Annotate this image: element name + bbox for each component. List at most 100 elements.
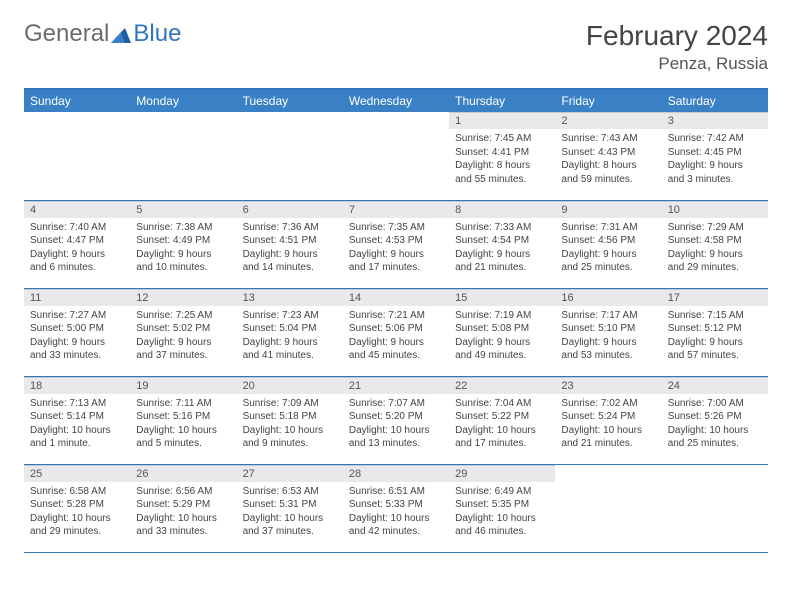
day-content: Sunrise: 7:38 AMSunset: 4:49 PMDaylight:… (130, 218, 236, 279)
daylight-text: Daylight: 9 hours and 10 minutes. (136, 248, 230, 275)
day-content: Sunrise: 6:56 AMSunset: 5:29 PMDaylight:… (130, 482, 236, 543)
sunrise-text: Sunrise: 7:33 AM (455, 221, 549, 235)
day-content: Sunrise: 7:40 AMSunset: 4:47 PMDaylight:… (24, 218, 130, 279)
sunset-text: Sunset: 5:33 PM (349, 498, 443, 512)
calendar-cell: 13Sunrise: 7:23 AMSunset: 5:04 PMDayligh… (237, 288, 343, 376)
day-content: Sunrise: 7:45 AMSunset: 4:41 PMDaylight:… (449, 129, 555, 190)
calendar-cell: 22Sunrise: 7:04 AMSunset: 5:22 PMDayligh… (449, 376, 555, 464)
sunset-text: Sunset: 5:26 PM (668, 410, 762, 424)
sunset-text: Sunset: 5:31 PM (243, 498, 337, 512)
calendar-cell: 27Sunrise: 6:53 AMSunset: 5:31 PMDayligh… (237, 464, 343, 552)
day-number: 2 (555, 112, 661, 129)
daylight-text: Daylight: 9 hours and 45 minutes. (349, 336, 443, 363)
calendar-cell: 16Sunrise: 7:17 AMSunset: 5:10 PMDayligh… (555, 288, 661, 376)
title-block: February 2024 Penza, Russia (586, 20, 768, 74)
day-content: Sunrise: 7:17 AMSunset: 5:10 PMDaylight:… (555, 306, 661, 367)
daylight-text: Daylight: 9 hours and 3 minutes. (668, 159, 762, 186)
calendar-cell: 26Sunrise: 6:56 AMSunset: 5:29 PMDayligh… (130, 464, 236, 552)
day-number: 19 (130, 377, 236, 394)
daylight-text: Daylight: 10 hours and 5 minutes. (136, 424, 230, 451)
sunrise-text: Sunrise: 7:17 AM (561, 309, 655, 323)
calendar-cell: 24Sunrise: 7:00 AMSunset: 5:26 PMDayligh… (662, 376, 768, 464)
sunrise-text: Sunrise: 7:45 AM (455, 132, 549, 146)
calendar-cell: 14Sunrise: 7:21 AMSunset: 5:06 PMDayligh… (343, 288, 449, 376)
sunrise-text: Sunrise: 7:15 AM (668, 309, 762, 323)
day-content: Sunrise: 7:00 AMSunset: 5:26 PMDaylight:… (662, 394, 768, 455)
day-number: 4 (24, 201, 130, 218)
day-number: 29 (449, 465, 555, 482)
day-content: Sunrise: 6:49 AMSunset: 5:35 PMDaylight:… (449, 482, 555, 543)
sunset-text: Sunset: 5:18 PM (243, 410, 337, 424)
weekday-header: Monday (130, 89, 236, 112)
sunset-text: Sunset: 4:56 PM (561, 234, 655, 248)
calendar-cell: 28Sunrise: 6:51 AMSunset: 5:33 PMDayligh… (343, 464, 449, 552)
sunrise-text: Sunrise: 7:36 AM (243, 221, 337, 235)
day-number: 10 (662, 201, 768, 218)
day-number: 5 (130, 201, 236, 218)
daylight-text: Daylight: 9 hours and 21 minutes. (455, 248, 549, 275)
day-content: Sunrise: 7:36 AMSunset: 4:51 PMDaylight:… (237, 218, 343, 279)
weekday-header: Friday (555, 89, 661, 112)
day-content: Sunrise: 7:29 AMSunset: 4:58 PMDaylight:… (662, 218, 768, 279)
sunset-text: Sunset: 4:58 PM (668, 234, 762, 248)
sunset-text: Sunset: 5:14 PM (30, 410, 124, 424)
sunset-text: Sunset: 5:20 PM (349, 410, 443, 424)
calendar-week-row: 25Sunrise: 6:58 AMSunset: 5:28 PMDayligh… (24, 464, 768, 552)
day-content: Sunrise: 7:07 AMSunset: 5:20 PMDaylight:… (343, 394, 449, 455)
daylight-text: Daylight: 9 hours and 33 minutes. (30, 336, 124, 363)
day-number: 26 (130, 465, 236, 482)
sunset-text: Sunset: 5:24 PM (561, 410, 655, 424)
day-number: 15 (449, 289, 555, 306)
day-content: Sunrise: 7:25 AMSunset: 5:02 PMDaylight:… (130, 306, 236, 367)
day-number: 20 (237, 377, 343, 394)
weekday-header: Sunday (24, 89, 130, 112)
day-content: Sunrise: 7:43 AMSunset: 4:43 PMDaylight:… (555, 129, 661, 190)
location-subtitle: Penza, Russia (586, 54, 768, 74)
sunrise-text: Sunrise: 6:49 AM (455, 485, 549, 499)
sunrise-text: Sunrise: 7:13 AM (30, 397, 124, 411)
calendar-cell: 1Sunrise: 7:45 AMSunset: 4:41 PMDaylight… (449, 112, 555, 200)
sunrise-text: Sunrise: 6:53 AM (243, 485, 337, 499)
sunrise-text: Sunrise: 7:23 AM (243, 309, 337, 323)
calendar-cell: 3Sunrise: 7:42 AMSunset: 4:45 PMDaylight… (662, 112, 768, 200)
calendar-cell: 20Sunrise: 7:09 AMSunset: 5:18 PMDayligh… (237, 376, 343, 464)
sunrise-text: Sunrise: 7:42 AM (668, 132, 762, 146)
calendar-cell: 7Sunrise: 7:35 AMSunset: 4:53 PMDaylight… (343, 200, 449, 288)
daylight-text: Daylight: 9 hours and 17 minutes. (349, 248, 443, 275)
sunset-text: Sunset: 5:04 PM (243, 322, 337, 336)
day-number: 28 (343, 465, 449, 482)
daylight-text: Daylight: 10 hours and 21 minutes. (561, 424, 655, 451)
weekday-header: Tuesday (237, 89, 343, 112)
day-number: 22 (449, 377, 555, 394)
sunset-text: Sunset: 5:02 PM (136, 322, 230, 336)
day-content: Sunrise: 7:09 AMSunset: 5:18 PMDaylight:… (237, 394, 343, 455)
daylight-text: Daylight: 8 hours and 55 minutes. (455, 159, 549, 186)
sunrise-text: Sunrise: 7:31 AM (561, 221, 655, 235)
brand-logo: General Blue (24, 20, 181, 48)
day-number: 7 (343, 201, 449, 218)
sunset-text: Sunset: 4:41 PM (455, 146, 549, 160)
sunset-text: Sunset: 5:29 PM (136, 498, 230, 512)
sunrise-text: Sunrise: 7:21 AM (349, 309, 443, 323)
calendar-week-row: 18Sunrise: 7:13 AMSunset: 5:14 PMDayligh… (24, 376, 768, 464)
sunset-text: Sunset: 4:51 PM (243, 234, 337, 248)
sunset-text: Sunset: 5:12 PM (668, 322, 762, 336)
calendar-cell-empty (130, 112, 236, 200)
logo-triangle-icon (111, 25, 131, 43)
sunrise-text: Sunrise: 6:58 AM (30, 485, 124, 499)
calendar-cell: 23Sunrise: 7:02 AMSunset: 5:24 PMDayligh… (555, 376, 661, 464)
daylight-text: Daylight: 9 hours and 41 minutes. (243, 336, 337, 363)
daylight-text: Daylight: 9 hours and 6 minutes. (30, 248, 124, 275)
sunset-text: Sunset: 4:53 PM (349, 234, 443, 248)
sunset-text: Sunset: 5:22 PM (455, 410, 549, 424)
day-number: 17 (662, 289, 768, 306)
calendar-week-row: 1Sunrise: 7:45 AMSunset: 4:41 PMDaylight… (24, 112, 768, 200)
sunset-text: Sunset: 4:47 PM (30, 234, 124, 248)
daylight-text: Daylight: 10 hours and 1 minute. (30, 424, 124, 451)
calendar-cell-empty (24, 112, 130, 200)
day-content: Sunrise: 7:33 AMSunset: 4:54 PMDaylight:… (449, 218, 555, 279)
day-content: Sunrise: 7:31 AMSunset: 4:56 PMDaylight:… (555, 218, 661, 279)
sunset-text: Sunset: 5:00 PM (30, 322, 124, 336)
day-content: Sunrise: 7:19 AMSunset: 5:08 PMDaylight:… (449, 306, 555, 367)
calendar-cell-empty (343, 112, 449, 200)
